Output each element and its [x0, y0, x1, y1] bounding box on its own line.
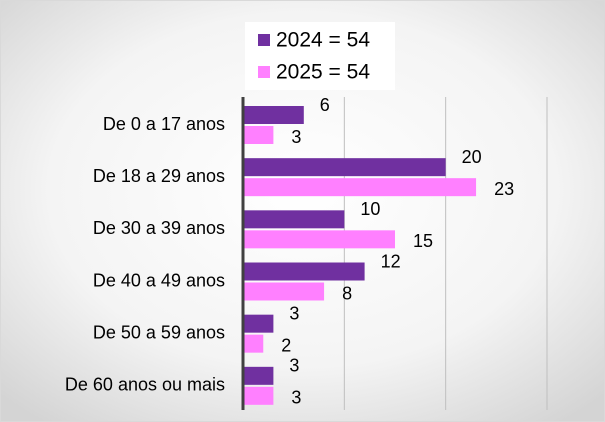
value-label: 10 [360, 199, 380, 219]
value-label: 20 [462, 147, 482, 167]
legend-box [245, 22, 395, 90]
bar [243, 314, 274, 333]
bar [243, 178, 477, 197]
bar [243, 126, 274, 144]
y-tick-label: De 18 a 29 anos [93, 166, 225, 186]
bar [243, 158, 446, 177]
y-tick-label: De 60 anos ou mais [65, 375, 225, 395]
bar [243, 230, 395, 249]
value-label: 3 [289, 303, 299, 323]
bar [243, 334, 264, 353]
value-label: 15 [413, 231, 433, 251]
value-label: 3 [291, 388, 301, 408]
legend-swatch [258, 34, 270, 46]
bar [243, 210, 345, 229]
bar [243, 262, 365, 281]
bar [243, 366, 274, 385]
legend-swatch [258, 66, 270, 78]
y-tick-label: De 0 a 17 anos [103, 114, 225, 134]
value-label: 3 [289, 356, 299, 376]
y-tick-label: De 30 a 39 anos [93, 218, 225, 238]
value-label: 12 [381, 251, 401, 271]
bar [243, 282, 325, 301]
y-tick-label: De 50 a 59 anos [93, 323, 225, 343]
value-label: 23 [494, 179, 514, 199]
legend-label: 2024 = 54 [276, 29, 370, 52]
bar [243, 106, 304, 124]
bar [243, 386, 274, 405]
value-label: 3 [291, 127, 301, 147]
legend-label: 2025 = 54 [276, 61, 370, 84]
y-tick-label: De 40 a 49 anos [93, 270, 225, 290]
value-label: 6 [320, 95, 330, 115]
value-label: 2 [281, 335, 291, 355]
value-label: 8 [342, 283, 352, 303]
